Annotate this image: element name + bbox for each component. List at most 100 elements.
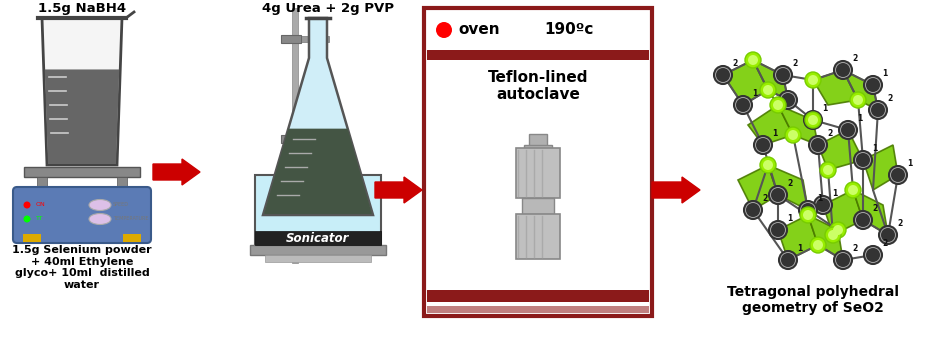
Ellipse shape <box>804 112 820 128</box>
Ellipse shape <box>834 61 851 79</box>
Ellipse shape <box>822 165 832 175</box>
Text: 1: 1 <box>771 129 776 138</box>
Bar <box>292 8 297 263</box>
Text: 2: 2 <box>826 129 832 138</box>
Ellipse shape <box>24 215 30 222</box>
Ellipse shape <box>852 95 862 105</box>
Bar <box>24 167 140 177</box>
Text: SPEED: SPEED <box>113 203 129 208</box>
FancyBboxPatch shape <box>13 187 151 243</box>
Ellipse shape <box>435 22 451 38</box>
Ellipse shape <box>880 228 894 242</box>
Ellipse shape <box>770 223 784 237</box>
Text: 1: 1 <box>821 104 826 113</box>
Bar <box>529 134 547 148</box>
Bar <box>515 214 560 259</box>
Text: 1: 1 <box>796 244 801 253</box>
Ellipse shape <box>844 182 860 198</box>
Polygon shape <box>767 165 807 210</box>
Text: 2: 2 <box>761 194 767 203</box>
Bar <box>264 255 371 262</box>
Text: 2: 2 <box>881 239 886 248</box>
Ellipse shape <box>807 115 818 125</box>
Ellipse shape <box>878 226 896 244</box>
Text: TEMPERATURE: TEMPERATURE <box>113 216 148 221</box>
Ellipse shape <box>863 76 881 94</box>
Bar <box>427 50 649 60</box>
Ellipse shape <box>840 123 854 137</box>
Polygon shape <box>263 129 372 214</box>
Polygon shape <box>42 18 122 165</box>
Bar <box>123 234 141 242</box>
Polygon shape <box>852 190 887 235</box>
Text: 2: 2 <box>871 204 876 213</box>
Ellipse shape <box>829 222 845 238</box>
Ellipse shape <box>89 199 110 210</box>
Polygon shape <box>777 215 818 260</box>
Ellipse shape <box>808 136 826 154</box>
Ellipse shape <box>803 111 821 129</box>
Ellipse shape <box>868 101 886 119</box>
Ellipse shape <box>772 100 783 110</box>
Ellipse shape <box>835 253 849 267</box>
Ellipse shape <box>762 160 772 170</box>
Text: 2: 2 <box>896 219 902 228</box>
Ellipse shape <box>865 78 879 92</box>
Polygon shape <box>44 69 119 164</box>
Ellipse shape <box>759 82 775 98</box>
Polygon shape <box>737 165 777 210</box>
Bar <box>280 135 301 143</box>
Text: 1: 1 <box>856 114 861 123</box>
Bar <box>255 175 380 245</box>
Ellipse shape <box>735 98 750 112</box>
Text: 190ºc: 190ºc <box>544 22 593 37</box>
Ellipse shape <box>855 153 869 167</box>
Ellipse shape <box>809 237 825 253</box>
Ellipse shape <box>89 214 110 225</box>
Ellipse shape <box>853 211 871 229</box>
Ellipse shape <box>780 93 794 107</box>
Ellipse shape <box>832 225 842 235</box>
Bar <box>37 177 47 191</box>
Ellipse shape <box>716 68 729 82</box>
Ellipse shape <box>853 151 871 169</box>
Ellipse shape <box>733 96 751 114</box>
Ellipse shape <box>855 213 869 227</box>
Ellipse shape <box>753 136 771 154</box>
FancyArrow shape <box>375 177 422 203</box>
Text: 1.5g NaBH4: 1.5g NaBH4 <box>38 2 126 15</box>
Text: 1: 1 <box>751 89 756 98</box>
Text: 2: 2 <box>851 54 856 63</box>
Bar <box>255 231 380 245</box>
Ellipse shape <box>865 248 879 262</box>
Ellipse shape <box>819 162 835 178</box>
Ellipse shape <box>802 210 812 220</box>
Text: 1: 1 <box>871 144 876 153</box>
Text: 1: 1 <box>906 159 911 168</box>
Text: 2: 2 <box>786 179 791 188</box>
Ellipse shape <box>863 246 881 264</box>
Polygon shape <box>777 105 818 145</box>
Ellipse shape <box>804 72 820 88</box>
Ellipse shape <box>827 230 837 240</box>
Polygon shape <box>862 145 897 190</box>
Text: Tetragonal polyhedral
geometry of SeO2: Tetragonal polyhedral geometry of SeO2 <box>726 285 898 315</box>
Ellipse shape <box>807 75 818 85</box>
Text: 1: 1 <box>817 194 821 203</box>
Polygon shape <box>752 60 787 100</box>
Ellipse shape <box>812 240 822 250</box>
Ellipse shape <box>834 251 851 269</box>
Text: 2: 2 <box>791 59 797 68</box>
Polygon shape <box>822 190 862 235</box>
Ellipse shape <box>787 130 797 140</box>
Bar <box>117 177 126 191</box>
Ellipse shape <box>743 201 761 219</box>
Bar <box>424 8 651 316</box>
Ellipse shape <box>799 201 817 219</box>
Text: 1.5g Selenium powder
+ 40ml Ethylene
glyco+ 10ml  distilled
water: 1.5g Selenium powder + 40ml Ethylene gly… <box>12 245 152 290</box>
Ellipse shape <box>835 63 849 77</box>
Bar <box>427 306 649 313</box>
Bar <box>280 35 301 43</box>
Text: 2: 2 <box>732 59 736 68</box>
Ellipse shape <box>762 85 772 95</box>
